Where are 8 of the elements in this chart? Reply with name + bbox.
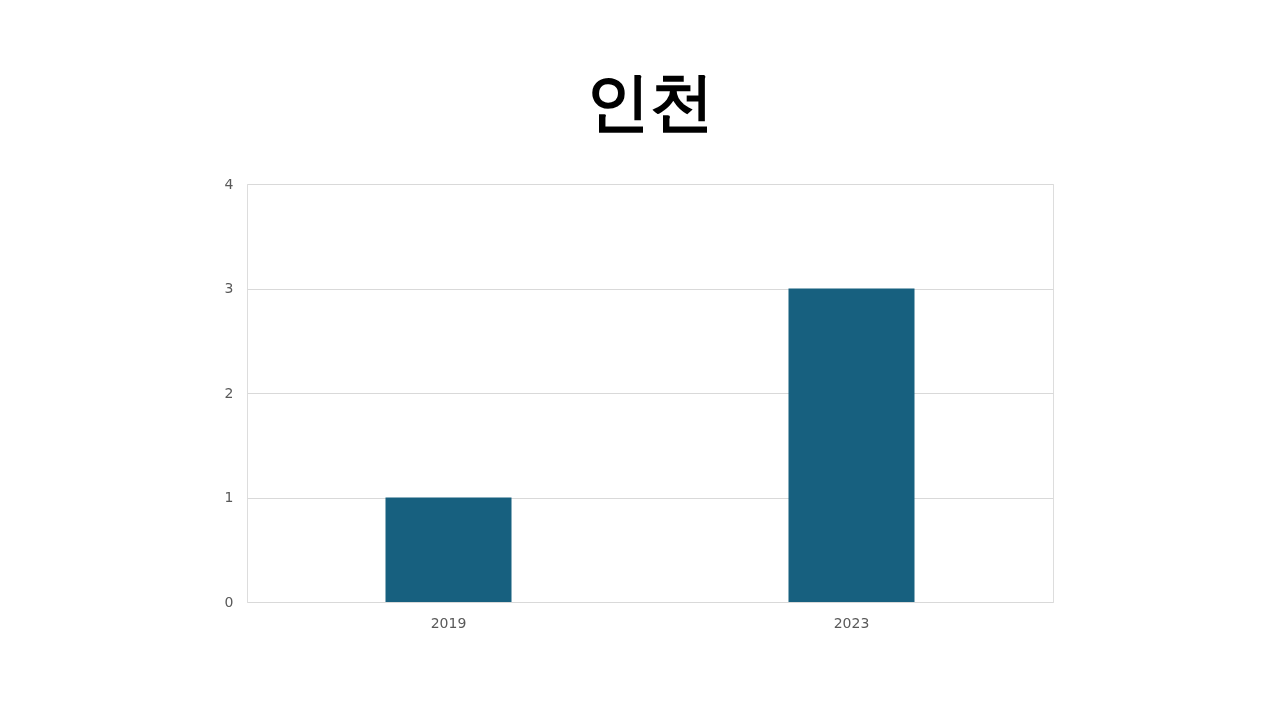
x-tick-label: 2023	[833, 614, 870, 631]
chart-title: 인천	[586, 65, 714, 139]
y-tick-label: 0	[224, 593, 234, 610]
x-tick-label: 2019	[430, 614, 467, 631]
y-tick-label: 2	[224, 384, 234, 401]
y-tick-label: 4	[224, 175, 234, 192]
y-tick-label: 3	[224, 280, 234, 296]
y-tick-label: 1	[224, 489, 234, 505]
